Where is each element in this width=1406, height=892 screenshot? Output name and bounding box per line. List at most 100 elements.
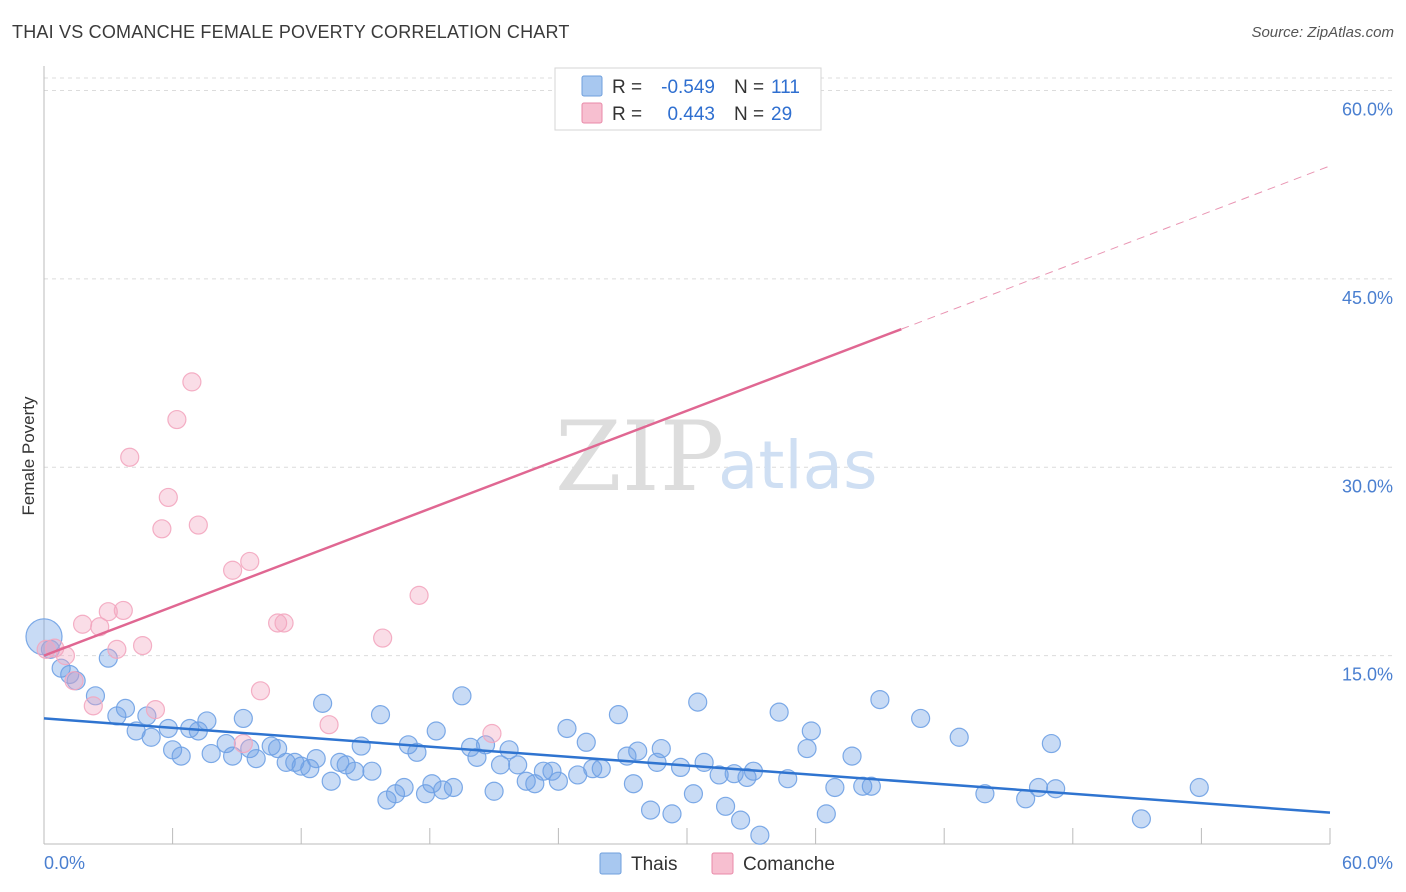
- legend-thais-swatch: [599, 852, 622, 875]
- thais-point: [750, 825, 770, 845]
- thais-point: [688, 692, 708, 712]
- thais-swatch: [581, 75, 603, 97]
- chart-title: THAI VS COMANCHE FEMALE POVERTY CORRELAT…: [12, 22, 570, 42]
- comanche-point: [250, 681, 271, 701]
- thais-point: [233, 708, 253, 729]
- comanche-point: [152, 519, 172, 539]
- y-tick-label-2: 45.0%: [1342, 288, 1393, 308]
- thais-point: [623, 774, 644, 794]
- thais-point: [1028, 777, 1049, 798]
- thais-point: [911, 708, 931, 729]
- thais-point: [709, 765, 729, 785]
- comanche-trend-line: [43, 327, 902, 657]
- comanche-point: [233, 733, 253, 754]
- comanche-r-value: 0.443: [667, 104, 715, 125]
- thais-point: [246, 749, 266, 769]
- comanche-point: [182, 372, 202, 392]
- thais-point: [216, 733, 236, 754]
- legend-comanche-label: Comanche: [743, 854, 835, 875]
- comanche-point: [409, 585, 429, 605]
- thais-point: [223, 746, 243, 766]
- thais-point: [452, 686, 472, 706]
- thais-point: [769, 702, 789, 722]
- thais-point: [490, 755, 511, 775]
- comanche-point: [188, 515, 208, 535]
- thais-point: [345, 761, 365, 781]
- y-tick-label-3: 60.0%: [1342, 100, 1393, 120]
- comanche-swatch: [581, 102, 603, 124]
- x-tick-labels: 0.0% 60.0%: [44, 853, 1393, 873]
- thais-point: [694, 752, 714, 772]
- comanche-point: [107, 639, 127, 659]
- x-tick-label-max: 60.0%: [1342, 853, 1393, 873]
- comanche-n-label: N =: [734, 104, 764, 125]
- thais-point: [407, 742, 427, 762]
- comanche-point: [223, 560, 243, 580]
- y-tick-labels: 15.0% 30.0% 45.0% 60.0%: [1342, 100, 1393, 685]
- x-tick-label-min: 0.0%: [44, 853, 85, 873]
- comanche-point: [274, 613, 294, 633]
- thais-point: [608, 705, 629, 725]
- thais-point: [443, 777, 463, 798]
- thais-point: [300, 759, 320, 779]
- thais-r-value: -0.549: [661, 77, 715, 98]
- comanche-n-value: 29: [771, 104, 792, 125]
- watermark-zip: ZIP: [555, 401, 724, 513]
- thais-point: [484, 781, 504, 801]
- comanche-point: [319, 715, 339, 735]
- thais-point: [1046, 779, 1066, 799]
- thais-point: [306, 749, 326, 769]
- comanche-point: [240, 551, 260, 572]
- comanche-point: [64, 671, 84, 691]
- thais-point: [370, 705, 391, 725]
- legend-thais-label: Thais: [631, 854, 677, 875]
- thais-point: [1041, 733, 1061, 754]
- thais-point: [715, 796, 736, 816]
- comanche-point: [145, 700, 166, 720]
- thais-point: [576, 732, 596, 752]
- thais-point: [548, 771, 569, 791]
- comanche-point: [373, 628, 393, 648]
- thais-point: [975, 784, 995, 804]
- comanche-point: [268, 613, 288, 633]
- thais-n-label: N =: [734, 77, 764, 98]
- axes: [43, 66, 1331, 845]
- watermark-atlas: atlas: [718, 427, 878, 504]
- source-label: Source: ZipAtlas.com: [1251, 24, 1394, 41]
- data-points: [25, 80, 1209, 845]
- comanche-point: [83, 696, 103, 716]
- thais-point: [460, 737, 481, 757]
- thais-point: [651, 738, 671, 759]
- thais-point: [557, 718, 577, 739]
- legend-comanche-swatch: [711, 852, 734, 875]
- thais-n-value: 111: [771, 77, 800, 98]
- comanche-point: [120, 447, 140, 467]
- thais-point: [394, 777, 414, 798]
- thais-point: [730, 810, 751, 830]
- comanche-point: [90, 617, 110, 637]
- thais-point: [362, 761, 382, 781]
- thais-point: [640, 800, 661, 820]
- thais-point: [662, 804, 682, 824]
- thais-point: [268, 738, 288, 759]
- thais-point: [141, 727, 161, 747]
- watermark: ZIP atlas: [555, 401, 878, 513]
- y-tick-label-1: 30.0%: [1342, 476, 1393, 496]
- thais-point: [861, 776, 881, 796]
- thais-point: [1189, 777, 1209, 798]
- thais-point: [240, 738, 260, 759]
- thais-point: [870, 689, 890, 710]
- stats-legend: R = -0.549 N = 111 R = 0.443 N = 29: [554, 67, 822, 131]
- thais-point: [171, 746, 191, 766]
- thais-r-label: R =: [612, 77, 642, 98]
- thais-point: [115, 698, 136, 718]
- thais-point: [351, 736, 371, 756]
- thais-point: [422, 774, 442, 794]
- thais-point: [825, 777, 845, 798]
- thais-point: [508, 755, 528, 775]
- thais-point: [842, 746, 862, 766]
- comanche-point: [98, 602, 118, 622]
- thais-point: [201, 743, 221, 764]
- comanche-r-label: R =: [612, 104, 642, 125]
